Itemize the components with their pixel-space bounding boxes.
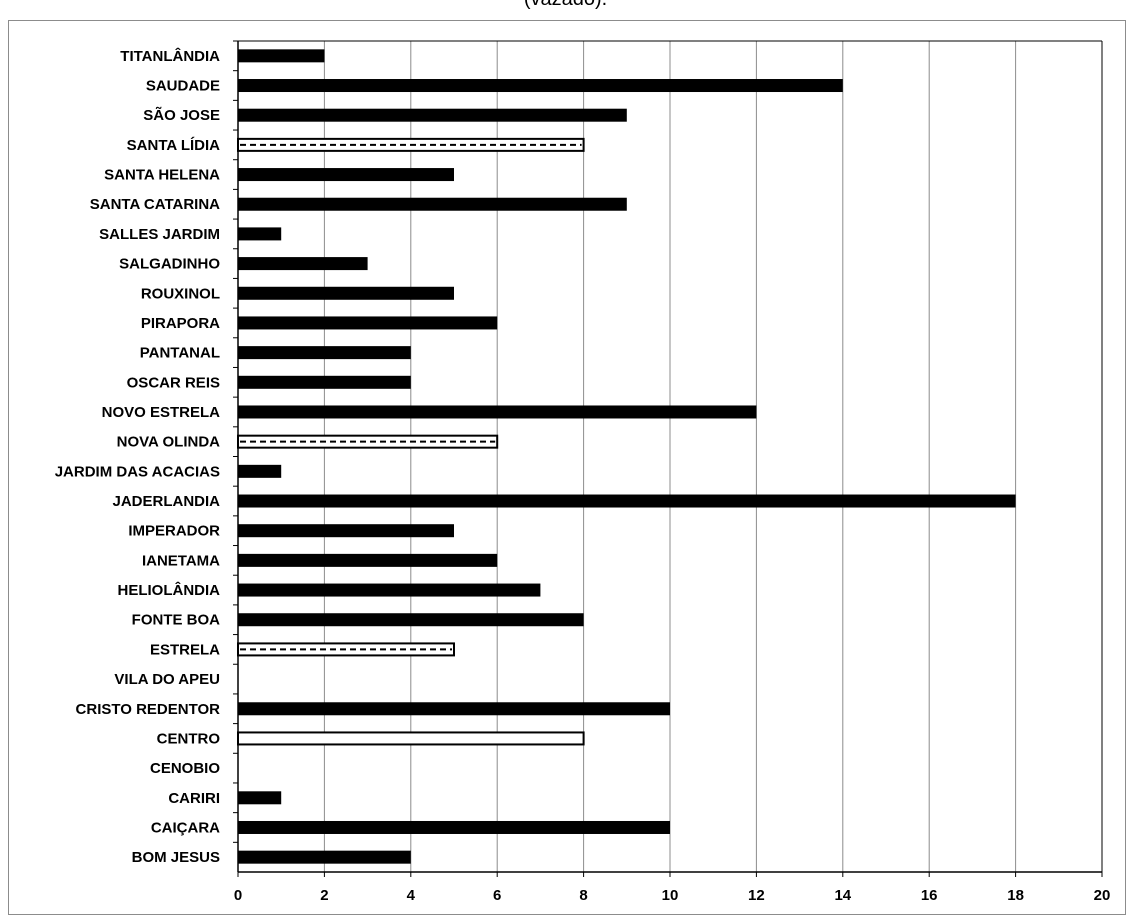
bar	[238, 286, 454, 300]
category-label: PIRAPORA	[141, 315, 220, 332]
category-label: CARIRI	[168, 790, 220, 807]
bar	[238, 375, 411, 389]
bar	[238, 227, 282, 241]
category-label: SANTA LÍDIA	[127, 137, 220, 154]
bar	[238, 346, 411, 360]
x-tick-label: 6	[493, 887, 501, 904]
bar	[237, 731, 585, 746]
x-tick-label: 14	[834, 887, 851, 904]
category-label: CENOBIO	[150, 760, 220, 777]
category-label: HELIOLÂNDIA	[118, 581, 221, 599]
category-label: VILA DO APEU	[114, 671, 220, 688]
category-label: FONTE BOA	[132, 612, 220, 629]
axes	[233, 40, 1103, 877]
x-tick-label: 10	[662, 887, 679, 904]
bar	[238, 820, 670, 834]
bar	[238, 583, 541, 597]
category-label: SANTA HELENA	[104, 167, 220, 184]
category-label: NOVA OLINDA	[117, 434, 220, 451]
chart-frame	[8, 20, 1126, 915]
bar	[238, 464, 282, 478]
x-tick-label: 16	[921, 887, 938, 904]
x-tick-label: 20	[1094, 887, 1111, 904]
tick-labels: 0 2 4 6 8 10 12 14 16 18 20	[234, 887, 1111, 904]
category-label: CRISTO REDENTOR	[76, 701, 221, 718]
x-tick-label: 2	[320, 887, 328, 904]
x-tick-label: 8	[579, 887, 587, 904]
x-tick-label: 0	[234, 887, 242, 904]
bar	[238, 613, 584, 627]
bar	[238, 405, 757, 419]
category-label: IANETAMA	[142, 552, 220, 569]
bar	[238, 702, 670, 716]
bar	[238, 316, 498, 330]
bar	[238, 524, 454, 538]
category-label: CAIÇARA	[151, 819, 220, 836]
category-label: ROUXINOL	[141, 285, 220, 302]
bars	[237, 49, 1016, 864]
category-label: PANTANAL	[140, 345, 220, 362]
category-label: SÃO JOSE	[143, 106, 220, 124]
category-label: CENTRO	[157, 730, 221, 747]
category-label: SALGADINHO	[119, 256, 220, 273]
bar	[238, 108, 627, 122]
category-label: OSCAR REIS	[127, 374, 220, 391]
x-tick-label: 4	[407, 887, 416, 904]
category-label: JARDIM DAS ACACIAS	[55, 463, 220, 480]
category-label: IMPERADOR	[128, 523, 220, 540]
x-tick-label: 18	[1007, 887, 1024, 904]
category-label: NOVO ESTRELA	[102, 404, 221, 421]
category-label: SALLES JARDIM	[99, 226, 220, 243]
bar	[238, 79, 843, 93]
bar	[237, 434, 499, 449]
bar	[238, 553, 498, 567]
bar	[238, 257, 368, 271]
category-label: SANTA CATARINA	[90, 196, 220, 213]
bar	[238, 494, 1016, 508]
category-label: ESTRELA	[150, 641, 220, 658]
category-label: SAUDADE	[146, 78, 220, 95]
bar	[238, 850, 411, 864]
x-tick-label: 12	[748, 887, 765, 904]
grid-lines	[238, 40, 1103, 872]
bar	[238, 168, 454, 182]
category-label: JADERLANDIA	[112, 493, 220, 510]
category-labels: TITANLÂNDIA SAUDADE SÃO JOSE SANTA LÍDIA SAN…	[55, 47, 221, 866]
bar	[238, 791, 282, 805]
bar	[238, 49, 325, 63]
bar	[238, 197, 627, 211]
category-label: BOM JESUS	[132, 849, 220, 866]
category-label: TITANLÂNDIA	[120, 47, 220, 65]
chart-title: (vazado).	[0, 0, 1131, 11]
